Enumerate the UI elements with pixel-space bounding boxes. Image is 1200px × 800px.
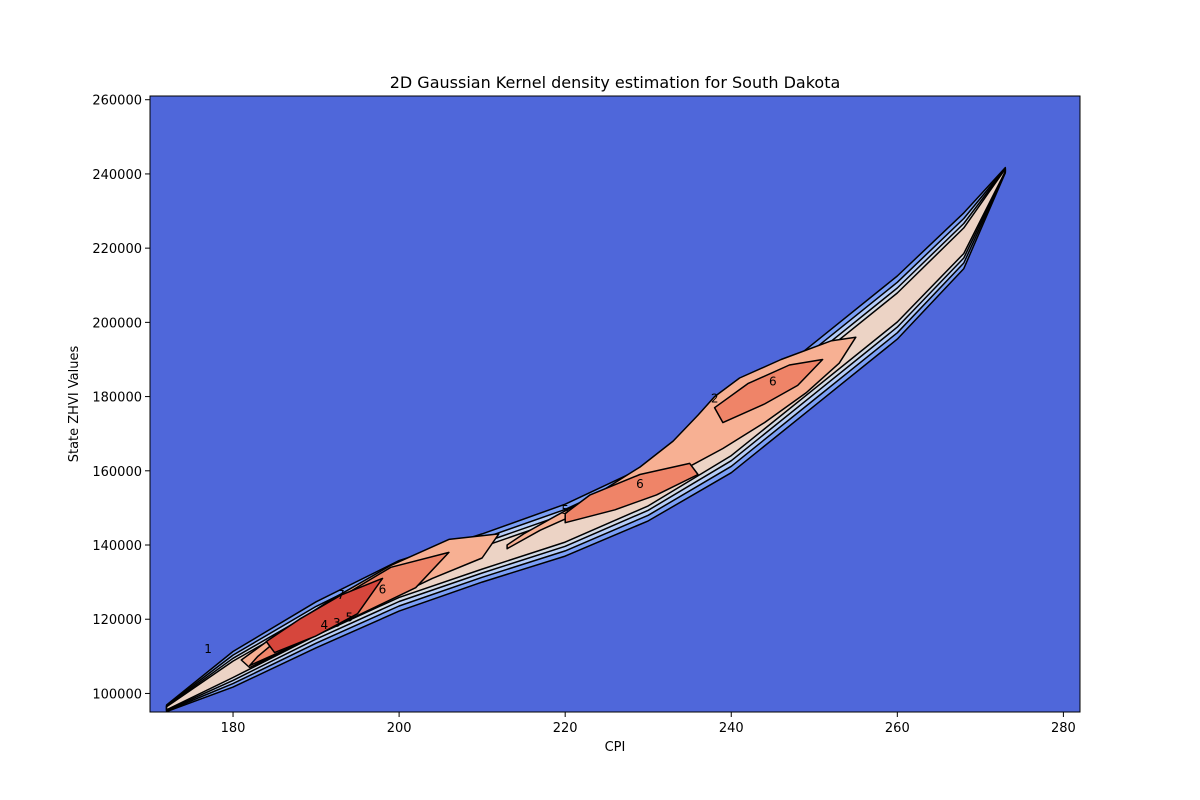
contour-label: 5	[561, 503, 569, 517]
x-tick-label: 260	[885, 721, 910, 736]
plot-frame	[149, 95, 1081, 713]
y-tick-label: 160000	[92, 465, 142, 480]
contour-label: 6	[379, 583, 387, 597]
y-tick-label: 120000	[92, 613, 142, 628]
x-tick-label: 180	[221, 721, 246, 736]
x-tick-label: 200	[387, 721, 412, 736]
contour-label: 6	[636, 477, 644, 491]
y-tick-label: 140000	[92, 539, 142, 554]
contour-label: 2	[711, 391, 719, 405]
density-peaks	[240, 336, 857, 669]
contour-label: 3	[333, 616, 341, 630]
density-peak-5	[713, 358, 824, 424]
x-tick-label: 280	[1051, 721, 1076, 736]
y-tick-label: 180000	[92, 391, 142, 406]
y-axis-title: State ZHVI Values	[67, 345, 82, 462]
x-tick-label: 220	[553, 721, 578, 736]
y-tick-label: 100000	[92, 687, 142, 702]
y-axis: 100000 120000 140000 160000 180000 200000 2200…	[92, 94, 150, 702]
y-tick-label: 200000	[92, 316, 142, 331]
contour-label: 6	[769, 375, 777, 389]
y-tick-label: 220000	[92, 242, 142, 257]
chart-title: 2D Gaussian Kernel density estimation fo…	[390, 73, 841, 92]
x-axis: 180 200 220 240 260 280	[221, 712, 1076, 736]
contour-label: 5	[345, 610, 353, 624]
contour-label: 7	[337, 588, 345, 602]
x-axis-title: CPI	[605, 740, 626, 755]
density-peak-6	[265, 577, 384, 654]
y-tick-label: 240000	[92, 168, 142, 183]
contour-label: 1	[204, 642, 212, 656]
contour-label: 4	[321, 618, 329, 632]
density-peak-4	[564, 462, 699, 524]
y-tick-label: 260000	[92, 94, 142, 109]
x-tick-label: 240	[719, 721, 744, 736]
